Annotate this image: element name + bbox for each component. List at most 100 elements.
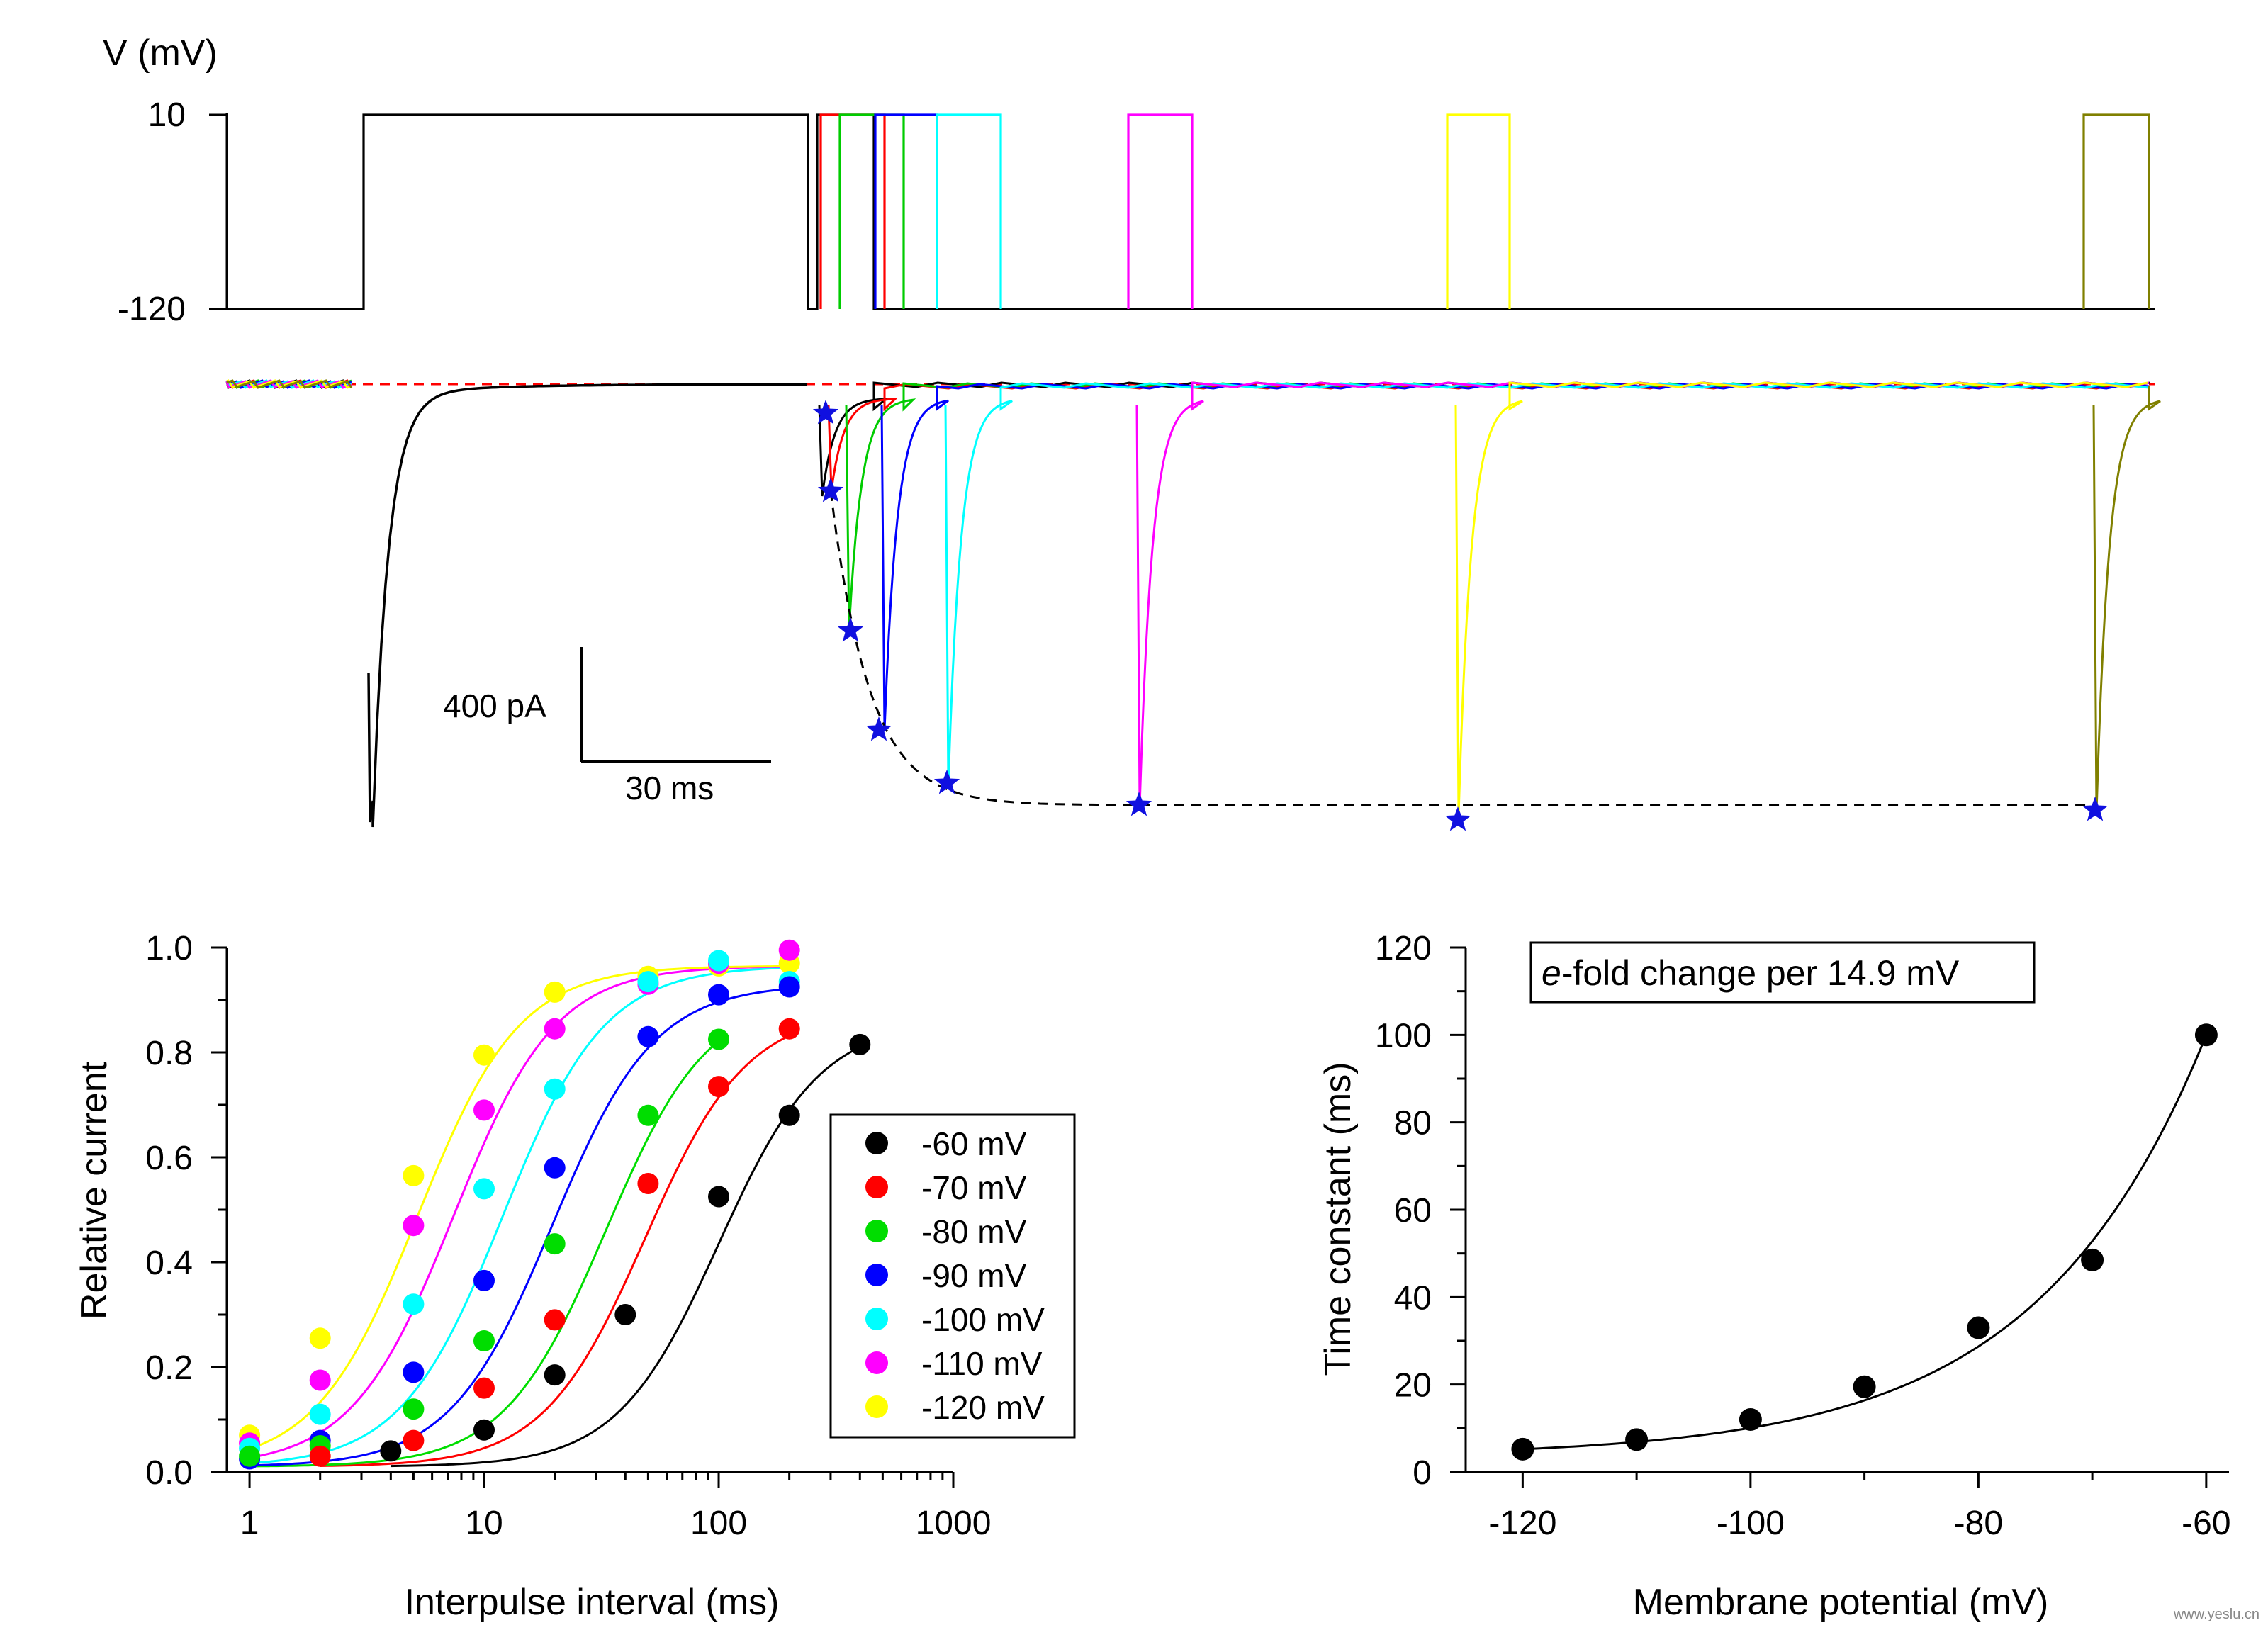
star-markers bbox=[812, 400, 2109, 831]
legend-marker-5 bbox=[865, 1308, 888, 1330]
recovery-point bbox=[544, 1018, 566, 1040]
recovery-ytick-label: 0.4 bbox=[145, 1244, 193, 1282]
time-constant-point bbox=[1511, 1437, 1534, 1461]
legend-label-4: -90 mV bbox=[921, 1257, 1027, 1294]
recovery-point bbox=[473, 1269, 495, 1291]
recovery-point bbox=[473, 1377, 495, 1399]
test-current-3 bbox=[845, 382, 2138, 630]
recovery-yaxis-label: Relative current bbox=[74, 1061, 115, 1320]
voltage-axis-label: V (mV) bbox=[103, 33, 218, 74]
recovery-point bbox=[708, 950, 729, 972]
legend-label-5: -100 mV bbox=[921, 1301, 1045, 1338]
time-constant-xtick-label: -120 bbox=[1488, 1505, 1556, 1542]
time-constant-xtick-label: -100 bbox=[1717, 1505, 1785, 1542]
time-constant-ytick-label: 80 bbox=[1394, 1105, 1432, 1142]
recovery-point bbox=[380, 1440, 402, 1462]
recovery-ytick-label: 0.2 bbox=[145, 1349, 193, 1387]
voltage-protocol-panel: V (mV) 10 -120 bbox=[103, 33, 2155, 328]
star-marker-5 bbox=[933, 770, 960, 794]
recovery-point bbox=[637, 1025, 659, 1047]
legend-marker-1 bbox=[865, 1132, 888, 1154]
recovery-point bbox=[473, 1044, 495, 1066]
recovery-point bbox=[778, 976, 800, 998]
legend-marker-3 bbox=[865, 1220, 888, 1242]
time-constant-yaxis-label: Time constant (ms) bbox=[1318, 1062, 1359, 1376]
baseline-noise-8 bbox=[226, 379, 353, 389]
recovery-point bbox=[239, 1445, 261, 1467]
star-marker-2 bbox=[817, 478, 844, 502]
recovery-point bbox=[708, 984, 729, 1006]
recovery-point bbox=[403, 1361, 425, 1383]
watermark: www.yeslu.cn bbox=[2173, 1607, 2259, 1622]
protocol-trace-8 bbox=[2082, 113, 2150, 309]
recovery-point bbox=[544, 1309, 566, 1331]
protocol-trace-3 bbox=[838, 113, 905, 309]
recovery-fit-7 bbox=[249, 965, 790, 1450]
time-constant-point bbox=[2194, 1023, 2218, 1047]
recovery-point bbox=[544, 1233, 566, 1255]
recovery-xtick-label: 1 bbox=[240, 1505, 259, 1542]
voltage-tick-label-minus120: -120 bbox=[118, 291, 186, 328]
legend-label-6: -110 mV bbox=[921, 1345, 1043, 1382]
star-marker-8 bbox=[2082, 797, 2109, 821]
recovery-xaxis-label: Interpulse interval (ms) bbox=[405, 1582, 780, 1623]
time-constant-ytick-label: 40 bbox=[1394, 1279, 1432, 1317]
legend: -60 mV -70 mV -80 mV -90 mV -100 mV -110 mV -1… bbox=[829, 1113, 1076, 1439]
recovery-point bbox=[708, 1076, 729, 1098]
recovery-ytick-label: 0.6 bbox=[145, 1140, 193, 1177]
current-traces bbox=[225, 379, 2161, 828]
recovery-point bbox=[708, 1186, 729, 1208]
time-constant-plot: 0 20 40 60 80 100 120 -120 -100 -80 -60 Membrane p… bbox=[1318, 930, 2231, 1623]
time-constant-xaxis-label: Membrane potential (mV) bbox=[1633, 1582, 2049, 1623]
recovery-point bbox=[778, 939, 800, 961]
protocol-traces bbox=[227, 113, 2155, 310]
efold-italic-e: e bbox=[1542, 953, 1561, 993]
recovery-point bbox=[778, 1104, 800, 1126]
time-constant-plot-axes: 0 20 40 60 80 100 120 -120 -100 -80 -60 bbox=[1375, 930, 2231, 1542]
test-current-5 bbox=[944, 382, 2150, 786]
recovery-point bbox=[778, 1018, 800, 1040]
scale-bar-current-label: 400 pA bbox=[443, 687, 546, 724]
star-marker-6 bbox=[1125, 792, 1152, 816]
legend-label-3: -80 mV bbox=[921, 1213, 1027, 1250]
recovery-point bbox=[473, 1099, 495, 1121]
recovery-point bbox=[614, 1304, 636, 1325]
star-marker-7 bbox=[1444, 806, 1471, 831]
recovery-fit-2 bbox=[320, 1035, 790, 1467]
recovery-point bbox=[637, 1173, 659, 1194]
recovery-point bbox=[544, 1078, 566, 1100]
recovery-point bbox=[403, 1215, 425, 1237]
time-constant-xtick-label: -60 bbox=[2182, 1505, 2230, 1542]
test-current-6 bbox=[1135, 381, 2150, 807]
legend-marker-7 bbox=[865, 1395, 888, 1418]
recovery-dashed-fit bbox=[829, 490, 2095, 806]
star-marker-1 bbox=[812, 400, 839, 425]
recovery-plot-axes: 0.0 0.2 0.4 0.6 0.8 1.0 1 10 100 1000 bbox=[145, 930, 991, 1542]
recovery-point bbox=[473, 1419, 495, 1441]
recovery-point bbox=[403, 1429, 425, 1451]
time-constant-xtick-label: -80 bbox=[1954, 1505, 2003, 1542]
legend-marker-4 bbox=[865, 1264, 888, 1286]
recovery-xtick-label: 10 bbox=[465, 1505, 503, 1542]
protocol-trace-7 bbox=[1446, 113, 1511, 309]
recovery-point bbox=[309, 1445, 331, 1467]
baseline-noise-6 bbox=[225, 379, 352, 389]
time-constant-data-points bbox=[1511, 1023, 2218, 1461]
time-constant-point bbox=[1967, 1316, 1990, 1339]
time-constant-point bbox=[1625, 1428, 1649, 1451]
test-current-1 bbox=[818, 381, 2150, 497]
legend-marker-6 bbox=[865, 1351, 888, 1374]
recovery-point bbox=[403, 1398, 425, 1420]
legend-items: -60 mV -70 mV -80 mV -90 mV -100 mV -110 mV -1… bbox=[865, 1125, 1045, 1426]
recovery-fit-curves bbox=[249, 965, 860, 1468]
recovery-point bbox=[849, 1033, 871, 1055]
recovery-point bbox=[544, 981, 566, 1003]
efold-annotation-box bbox=[1529, 941, 2036, 1004]
scale-bar: 400 pA 30 ms bbox=[443, 647, 771, 806]
recovery-point bbox=[544, 1157, 566, 1179]
time-constant-point bbox=[2081, 1248, 2104, 1271]
protocol-trace-5 bbox=[936, 113, 1002, 309]
recovery-point bbox=[708, 1028, 729, 1050]
recovery-fit-5 bbox=[249, 966, 790, 1465]
